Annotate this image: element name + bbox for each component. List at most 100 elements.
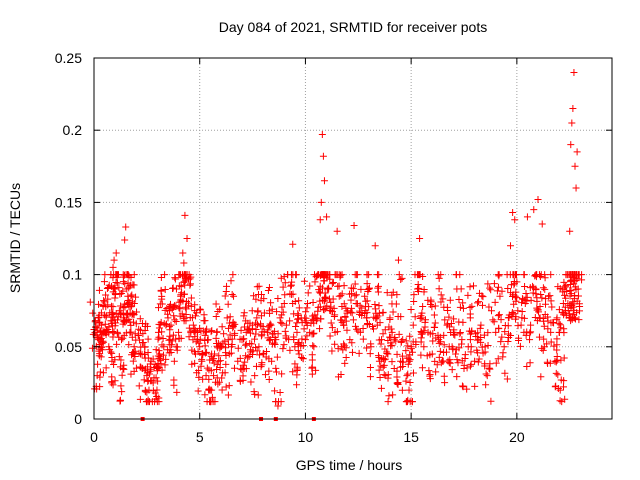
x-tick-label: 20 bbox=[509, 429, 525, 445]
x-tick-label: 15 bbox=[403, 429, 419, 445]
data-point bbox=[329, 295, 337, 303]
data-point bbox=[408, 398, 416, 406]
data-point bbox=[229, 271, 237, 279]
data-point bbox=[128, 333, 136, 341]
data-point bbox=[303, 332, 311, 340]
data-point bbox=[213, 361, 221, 369]
data-point bbox=[557, 324, 565, 332]
data-point bbox=[471, 330, 479, 338]
data-point bbox=[142, 398, 150, 406]
data-point bbox=[541, 285, 549, 293]
data-point bbox=[446, 359, 454, 367]
data-point bbox=[416, 271, 424, 279]
data-point bbox=[560, 329, 568, 337]
data-point bbox=[300, 277, 308, 285]
data-point bbox=[264, 326, 272, 334]
data-point bbox=[222, 287, 230, 295]
data-point bbox=[230, 364, 238, 372]
data-point bbox=[364, 319, 372, 327]
data-point bbox=[303, 321, 311, 329]
data-point bbox=[290, 335, 298, 343]
data-point bbox=[112, 249, 120, 257]
data-point bbox=[129, 298, 137, 306]
data-point bbox=[404, 360, 412, 368]
data-point bbox=[482, 381, 490, 389]
data-point bbox=[289, 368, 297, 376]
data-point bbox=[482, 370, 490, 378]
data-point bbox=[246, 329, 254, 337]
data-point bbox=[573, 309, 581, 317]
data-point bbox=[226, 313, 234, 321]
plot-frame bbox=[93, 57, 613, 420]
data-point bbox=[176, 305, 184, 313]
data-point bbox=[159, 334, 167, 342]
data-point bbox=[311, 311, 319, 319]
data-point bbox=[172, 343, 180, 351]
data-point bbox=[220, 330, 228, 338]
data-point bbox=[202, 328, 210, 336]
data-point bbox=[453, 285, 461, 293]
data-point bbox=[477, 321, 485, 329]
data-point bbox=[286, 290, 294, 298]
data-point bbox=[168, 341, 176, 349]
data-point bbox=[452, 271, 460, 279]
data-point bbox=[414, 281, 422, 289]
data-point bbox=[218, 323, 226, 331]
data-point bbox=[237, 365, 245, 373]
data-point bbox=[181, 211, 189, 219]
data-point bbox=[492, 328, 500, 336]
data-point bbox=[127, 370, 135, 378]
data-point bbox=[110, 360, 118, 368]
data-point bbox=[393, 367, 401, 375]
data-point bbox=[116, 363, 124, 371]
data-point bbox=[317, 315, 325, 323]
data-point bbox=[135, 349, 143, 357]
data-point bbox=[155, 333, 163, 341]
data-point bbox=[542, 295, 550, 303]
data-point bbox=[495, 325, 503, 333]
data-point bbox=[175, 282, 183, 290]
data-point bbox=[154, 304, 162, 312]
data-point bbox=[252, 344, 260, 352]
data-point bbox=[241, 358, 249, 366]
data-point bbox=[497, 338, 505, 346]
data-point bbox=[357, 285, 365, 293]
data-point bbox=[334, 373, 342, 381]
data-point bbox=[556, 397, 564, 405]
data-point bbox=[328, 347, 336, 355]
data-point bbox=[375, 302, 383, 310]
data-point bbox=[277, 318, 285, 326]
data-point bbox=[483, 372, 491, 380]
data-point bbox=[389, 308, 397, 316]
data-point bbox=[509, 209, 517, 217]
data-point bbox=[440, 341, 448, 349]
data-point bbox=[102, 313, 110, 321]
data-point bbox=[169, 331, 177, 339]
data-point bbox=[158, 300, 166, 308]
data-point bbox=[190, 327, 198, 335]
data-point bbox=[354, 327, 362, 335]
data-point bbox=[532, 271, 540, 279]
x-tick-label: 10 bbox=[298, 429, 314, 445]
data-point bbox=[257, 363, 265, 371]
data-point bbox=[518, 308, 526, 316]
data-point bbox=[437, 338, 445, 346]
data-point bbox=[279, 283, 287, 291]
data-point bbox=[113, 340, 121, 348]
data-point bbox=[164, 310, 172, 318]
data-point bbox=[152, 346, 160, 354]
data-point bbox=[89, 330, 97, 338]
data-point bbox=[347, 296, 355, 304]
data-point bbox=[411, 313, 419, 321]
data-point bbox=[248, 340, 256, 348]
data-point bbox=[383, 289, 391, 297]
data-point bbox=[318, 131, 326, 139]
data-point bbox=[417, 351, 425, 359]
data-point bbox=[100, 278, 108, 286]
data-point bbox=[363, 280, 371, 288]
data-point bbox=[178, 289, 186, 297]
data-point bbox=[277, 274, 285, 282]
data-point bbox=[140, 376, 148, 384]
data-point bbox=[409, 369, 417, 377]
data-point bbox=[573, 148, 581, 156]
